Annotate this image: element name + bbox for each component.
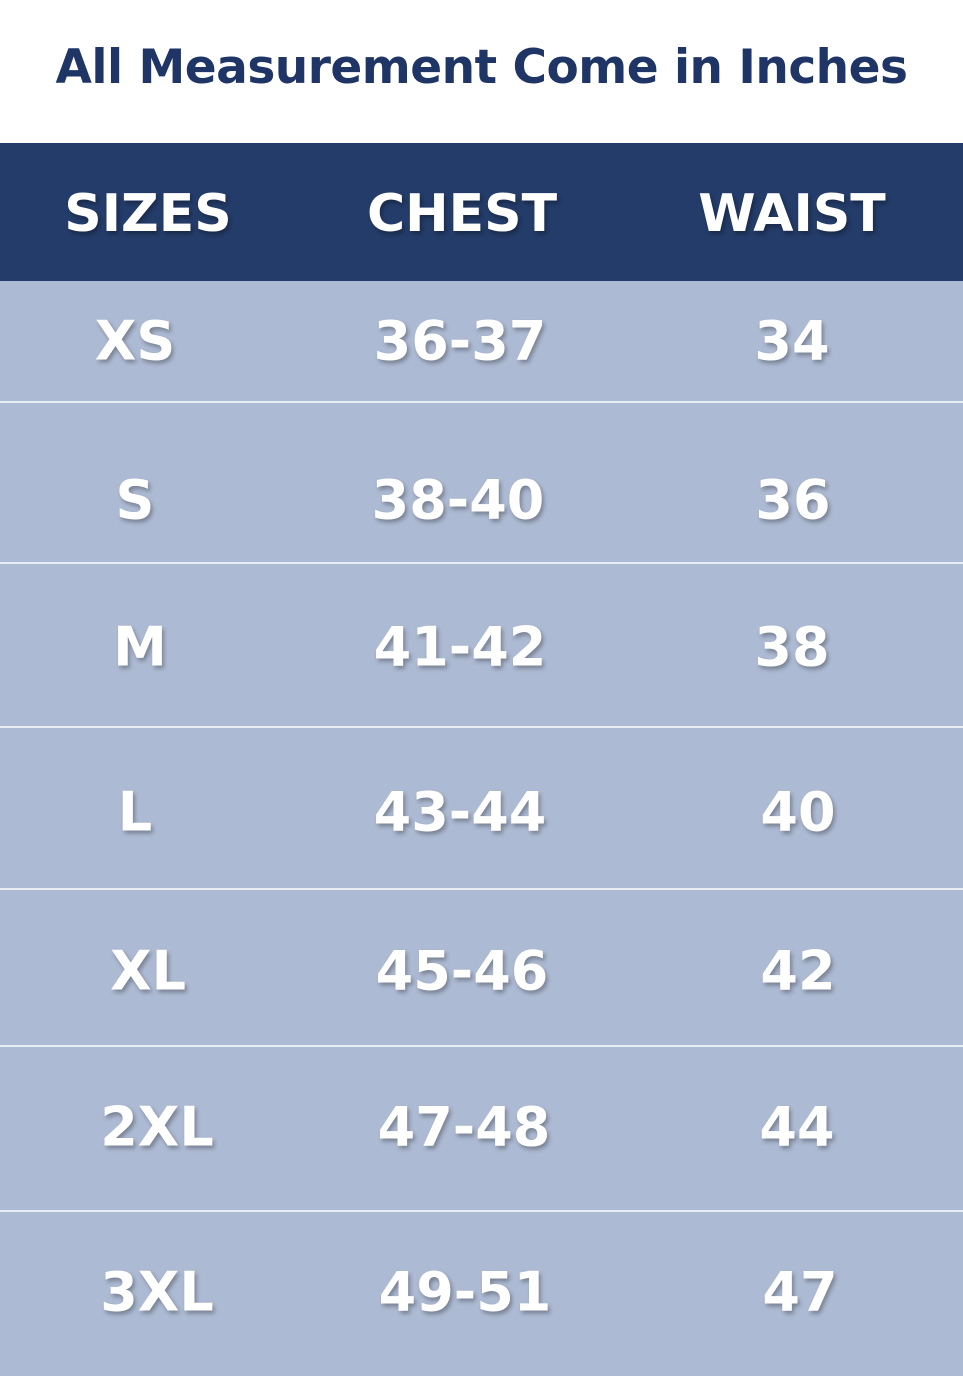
table-body [0, 281, 963, 1376]
cell-waist: 36 [755, 468, 831, 532]
cell-waist: 42 [760, 939, 836, 1003]
cell-chest: 45-46 [375, 939, 549, 1003]
cell-chest: 36-37 [373, 309, 547, 373]
header-size: SIZES [64, 184, 232, 244]
cell-waist: 38 [754, 615, 830, 679]
row-divider [0, 562, 963, 564]
cell-chest: 49-51 [378, 1260, 552, 1324]
cell-chest: 43-44 [373, 780, 547, 844]
cell-size: XL [109, 939, 187, 1003]
page-title: All Measurement Come in Inches [55, 40, 909, 95]
row-divider [0, 401, 963, 403]
cell-waist: 47 [762, 1260, 838, 1324]
cell-waist: 44 [759, 1095, 835, 1159]
table-header [0, 143, 963, 281]
cell-size: XS [94, 309, 176, 373]
row-divider [0, 888, 963, 890]
cell-chest: 41-42 [373, 615, 547, 679]
cell-size: L [117, 780, 153, 844]
cell-waist: 40 [760, 780, 836, 844]
cell-chest: 47-48 [377, 1095, 551, 1159]
row-divider [0, 1210, 963, 1212]
cell-waist: 34 [754, 309, 830, 373]
header-chest: CHEST [366, 184, 558, 244]
row-divider [0, 1045, 963, 1047]
cell-chest: 38-40 [371, 468, 545, 532]
header-waist: WAIST [698, 184, 886, 244]
row-divider [0, 726, 963, 728]
cell-size: S [115, 468, 155, 532]
cell-size: 2XL [100, 1095, 214, 1159]
cell-size: 3XL [100, 1260, 214, 1324]
cell-size: M [113, 615, 167, 679]
